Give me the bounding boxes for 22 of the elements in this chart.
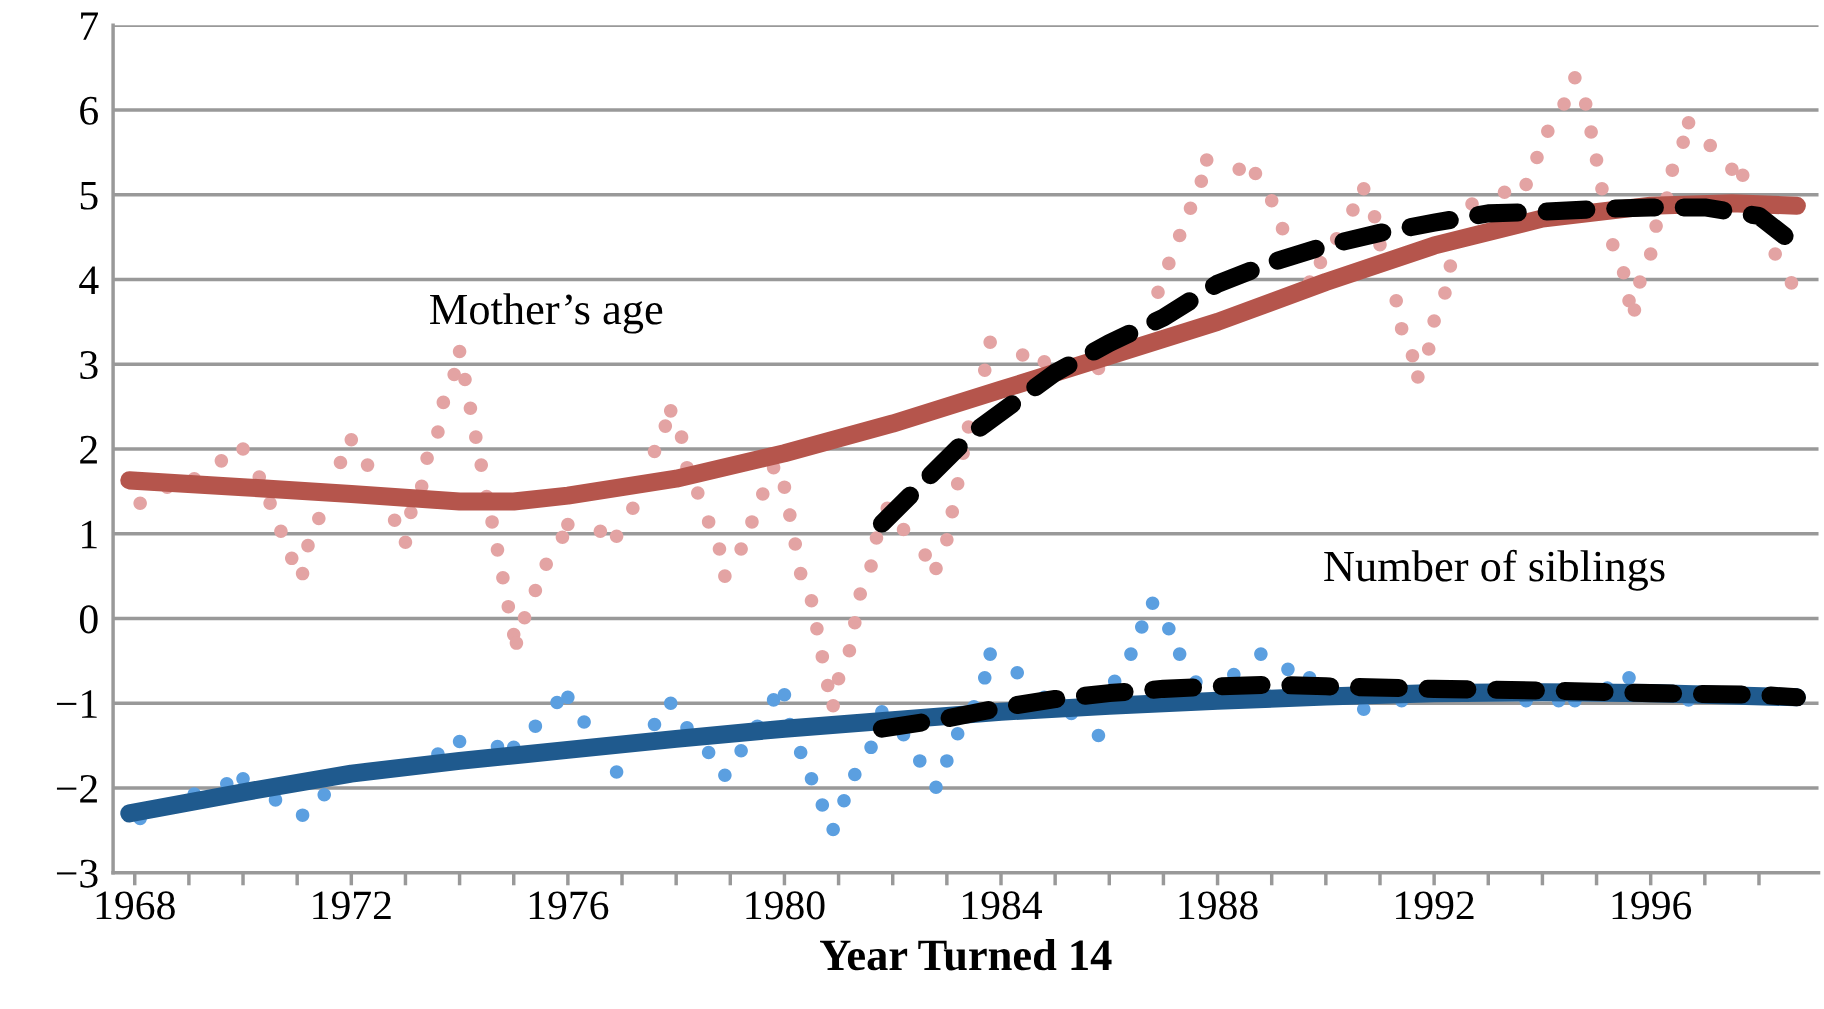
x-tick-label: 1968 (96, 891, 175, 920)
y-tick-label: 4 (79, 266, 99, 294)
x-tick-label: 1972 (313, 891, 391, 920)
x-tick-label: 1976 (529, 891, 609, 920)
y-tick-label: 7 (81, 12, 98, 40)
y-tick-label: 0 (79, 605, 98, 634)
x-tick-label: 1996 (1612, 891, 1692, 920)
y-tick-label: −3 (56, 859, 98, 888)
y-tick-label: 6 (80, 96, 98, 125)
annotation: Number of siblings (1324, 549, 1665, 591)
x-tick-label: 1984 (963, 891, 1043, 920)
x-tick-label: 1992 (1396, 891, 1474, 920)
y-tick-label: 3 (80, 351, 98, 380)
y-tick-label: −2 (56, 774, 97, 803)
y-tick-label: 2 (80, 435, 97, 464)
y-tick-label: 1 (82, 520, 97, 549)
x-axis-title: Year Turned 14 (820, 939, 1112, 971)
y-tick-label: 5 (80, 181, 98, 210)
x-tick-label: 1988 (1179, 891, 1258, 920)
annotation: Mother’s age (430, 293, 663, 334)
y-tick-label: −1 (56, 690, 97, 718)
x-tick-label: 1980 (746, 891, 825, 920)
